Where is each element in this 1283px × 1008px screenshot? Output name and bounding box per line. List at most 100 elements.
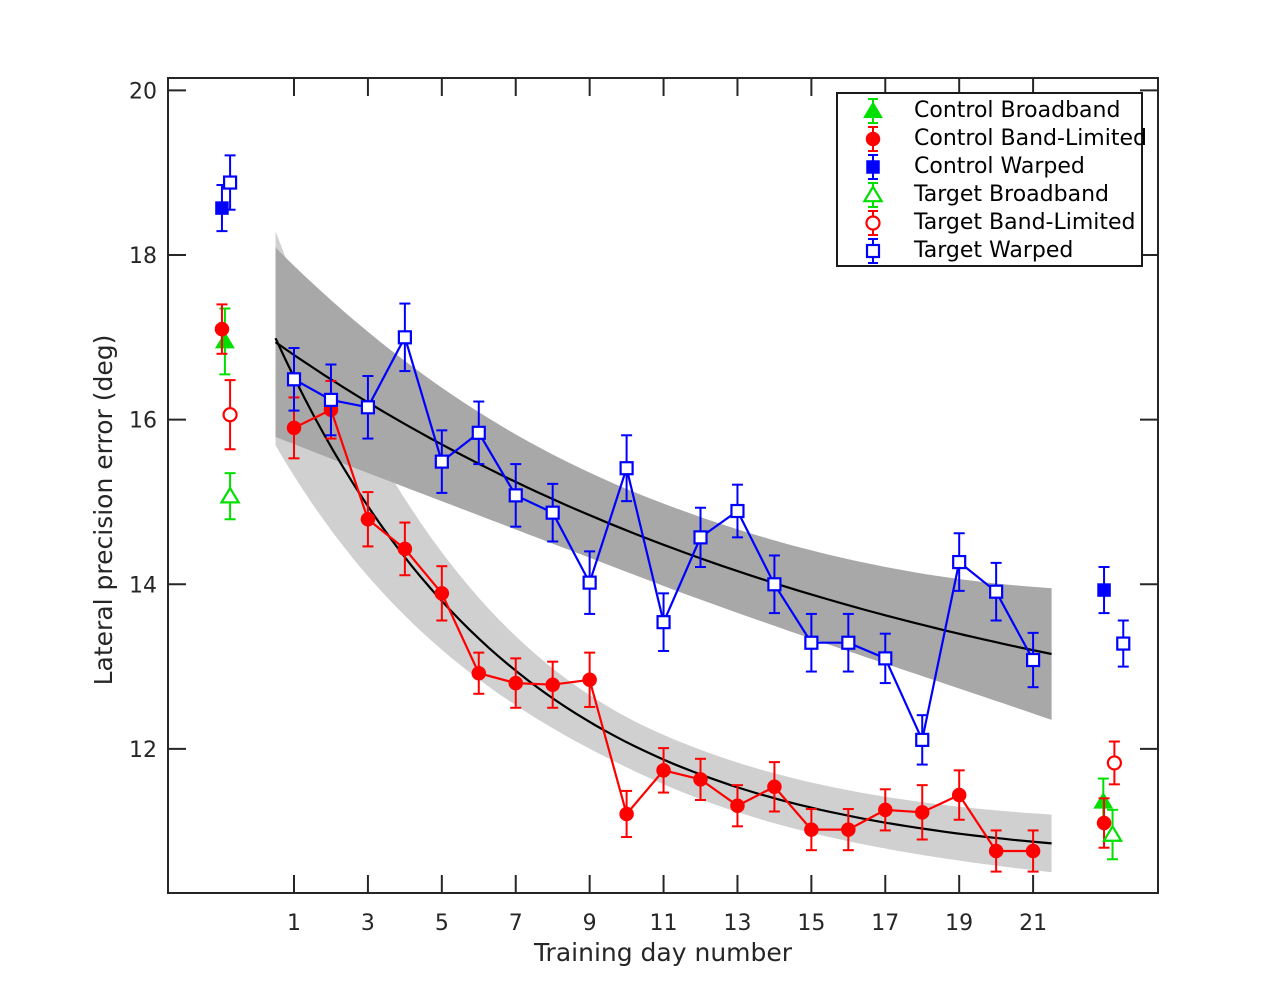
circle-filled-marker [471, 665, 487, 681]
circle-open-marker [222, 407, 238, 423]
square-open-marker [804, 635, 819, 650]
circle-open-marker [1106, 755, 1122, 771]
legend-marker-circle-filled-icon [865, 126, 881, 152]
x-tick-label: 19 [945, 911, 973, 936]
series-target-warped [286, 302, 1041, 766]
circle-filled-marker [286, 420, 302, 436]
triangle-open-marker [862, 184, 884, 203]
x-tick-label: 1 [287, 911, 301, 936]
square-open-marker [989, 584, 1004, 599]
legend-label-target-broadband: Target Broadband [914, 182, 1109, 207]
circle-filled-marker [914, 805, 930, 820]
square-filled-marker [1097, 583, 1111, 597]
square-open-marker [545, 505, 560, 520]
circle-filled-marker [434, 586, 450, 601]
posttest-points [1093, 566, 1131, 861]
square-open-marker [434, 454, 449, 469]
square-filled-marker [215, 201, 229, 215]
legend-item-target-band-limited: Target Band-Limited [838, 209, 1141, 237]
square-open-marker [730, 503, 745, 519]
y-axis-label: Lateral precision error (deg) [89, 335, 118, 686]
square-open-marker [1116, 636, 1131, 651]
square-open-marker [222, 175, 238, 190]
square-open-marker [952, 554, 967, 570]
legend-marker-circle-open-icon [865, 210, 881, 236]
square-open-marker [360, 400, 376, 415]
legend-item-control-warped: Control Warped [838, 153, 1141, 181]
circle-filled-marker [804, 822, 819, 837]
x-tick-label: 5 [435, 911, 449, 936]
legend-label-control-broadband: Control Broadband [914, 98, 1121, 123]
legend-item-target-warped: Target Warped [838, 237, 1141, 265]
series-control-band-limited [286, 379, 1041, 873]
square-open-marker [767, 577, 782, 592]
square-open-marker [286, 372, 302, 387]
circle-filled-marker [988, 843, 1004, 859]
square-open-marker [397, 330, 412, 345]
square-open-marker [693, 530, 708, 545]
square-open-marker [1025, 652, 1041, 668]
square-open-marker [915, 732, 930, 747]
square-open-marker [841, 635, 856, 650]
square-open-marker [878, 651, 893, 666]
confidence-band [275, 247, 1052, 720]
circle-filled-marker [619, 806, 634, 822]
fit-line [274, 341, 1052, 656]
circle-filled-marker [397, 541, 413, 557]
pretest-points [214, 154, 241, 521]
y-tick-label: 18 [129, 244, 157, 269]
square-open-marker [508, 488, 523, 503]
triangle-filled-marker [863, 101, 883, 118]
legend-marker-square-filled-icon [866, 154, 880, 180]
legend-item-control-broadband: Control Broadband [838, 97, 1141, 125]
square-open-marker [619, 461, 634, 476]
square-open-marker [323, 392, 339, 407]
x-tick-label: 13 [723, 911, 751, 936]
square-filled-marker [866, 160, 880, 174]
legend: Control Broadband Control Band-Limited C… [836, 92, 1147, 267]
circle-filled-marker [865, 131, 881, 147]
y-tick-label: 20 [129, 79, 157, 104]
circle-filled-marker [767, 779, 782, 795]
triangle-filled-marker [214, 331, 235, 349]
legend-marker-triangle-open-icon [862, 182, 884, 208]
square-open-marker [865, 243, 881, 259]
x-axis-label: Training day number [533, 938, 793, 967]
circle-filled-marker [508, 675, 523, 691]
x-tick-label: 3 [361, 911, 375, 936]
circle-filled-marker [656, 763, 671, 778]
legend-item-target-broadband: Target Broadband [838, 181, 1141, 209]
square-open-marker [582, 575, 597, 590]
x-tick-label: 17 [871, 911, 899, 936]
circle-filled-marker [693, 772, 708, 787]
y-tick-label: 16 [129, 409, 157, 434]
circle-filled-marker [951, 787, 967, 803]
y-tick-label: 14 [129, 573, 157, 598]
x-tick-label: 11 [650, 911, 678, 936]
confidence-band [275, 231, 1052, 873]
legend-marker-triangle-filled-icon [863, 98, 883, 124]
circle-filled-marker [214, 321, 230, 337]
legend-marker-square-open-icon [865, 238, 881, 264]
circle-filled-marker [360, 512, 376, 527]
legend-label-control-warped: Control Warped [914, 154, 1085, 179]
circle-open-marker [865, 215, 881, 231]
x-tick-label: 9 [583, 911, 597, 936]
y-tick-label: 12 [129, 738, 157, 763]
x-tick-label: 15 [797, 911, 825, 936]
circle-filled-marker [730, 798, 745, 813]
circle-filled-marker [1096, 815, 1112, 831]
triangle-open-marker [1102, 824, 1124, 842]
legend-label-target-warped: Target Warped [914, 238, 1074, 263]
circle-filled-marker [878, 802, 893, 818]
square-open-marker [471, 425, 486, 440]
legend-item-control-band-limited: Control Band-Limited [838, 125, 1147, 153]
circle-filled-marker [545, 677, 560, 692]
circle-filled-marker [582, 672, 597, 688]
legend-label-control-band-limited: Control Band-Limited [914, 126, 1147, 151]
triangle-open-marker [219, 485, 241, 504]
